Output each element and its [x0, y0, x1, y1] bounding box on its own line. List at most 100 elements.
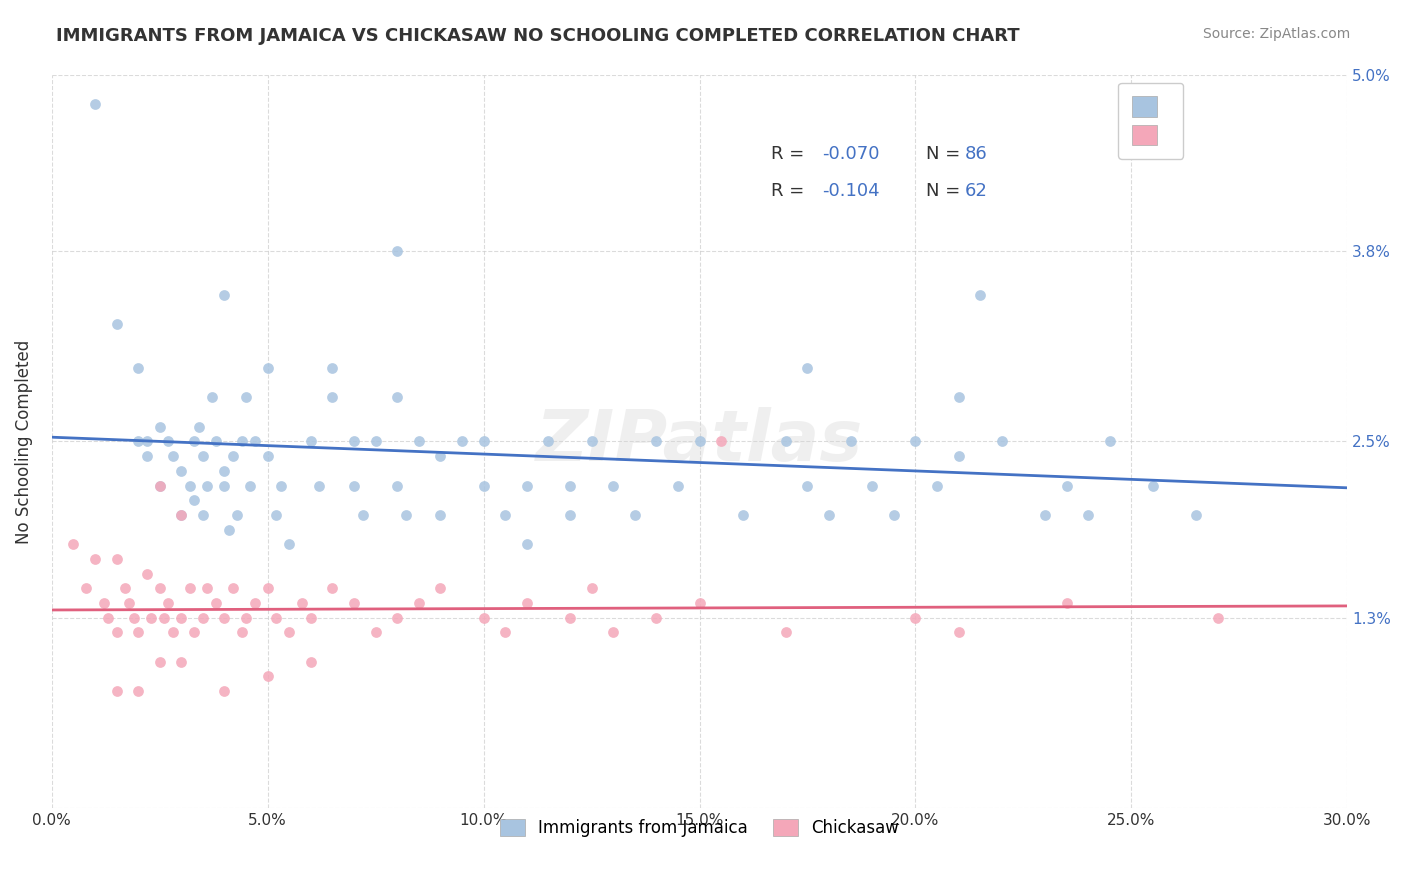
Point	[149, 655, 172, 669]
Point	[839, 434, 862, 449]
Point	[537, 434, 560, 449]
Point	[243, 596, 266, 610]
Point	[266, 508, 288, 522]
Point	[195, 581, 218, 595]
Point	[187, 419, 209, 434]
Point	[387, 610, 409, 624]
Point	[226, 508, 249, 522]
Text: 62: 62	[965, 182, 988, 200]
Point	[214, 610, 236, 624]
Point	[231, 625, 253, 640]
Text: -0.104: -0.104	[823, 182, 880, 200]
Point	[991, 434, 1014, 449]
Point	[689, 596, 711, 610]
Point	[270, 478, 292, 492]
Point	[395, 508, 418, 522]
Text: ZIPatlas: ZIPatlas	[536, 407, 863, 476]
Point	[775, 434, 797, 449]
Point	[602, 478, 624, 492]
Point	[775, 625, 797, 640]
Point	[364, 434, 387, 449]
Point	[235, 391, 257, 405]
Point	[135, 434, 157, 449]
Point	[558, 610, 581, 624]
Point	[387, 244, 409, 258]
Point	[408, 434, 430, 449]
Point	[278, 537, 301, 551]
Point	[645, 610, 668, 624]
Point	[256, 449, 278, 463]
Point	[200, 391, 222, 405]
Point	[1056, 596, 1078, 610]
Point	[472, 434, 495, 449]
Legend: Immigrants from Jamaica, Chickasaw: Immigrants from Jamaica, Chickasaw	[494, 813, 905, 844]
Point	[170, 508, 193, 522]
Point	[105, 625, 128, 640]
Point	[278, 625, 301, 640]
Point	[162, 625, 184, 640]
Y-axis label: No Schooling Completed: No Schooling Completed	[15, 339, 32, 543]
Point	[118, 596, 141, 610]
Point	[343, 478, 366, 492]
Point	[195, 478, 218, 492]
Point	[162, 449, 184, 463]
Point	[93, 596, 115, 610]
Point	[299, 655, 322, 669]
Point	[214, 478, 236, 492]
Point	[883, 508, 905, 522]
Point	[153, 610, 176, 624]
Point	[860, 478, 883, 492]
Point	[472, 610, 495, 624]
Point	[1056, 478, 1078, 492]
Point	[472, 478, 495, 492]
Point	[157, 434, 180, 449]
Point	[925, 478, 948, 492]
Point	[516, 478, 538, 492]
Point	[114, 581, 136, 595]
Point	[299, 610, 322, 624]
Point	[256, 581, 278, 595]
Point	[387, 391, 409, 405]
Point	[256, 361, 278, 376]
Point	[818, 508, 841, 522]
Point	[429, 581, 451, 595]
Point	[494, 625, 516, 640]
Point	[494, 508, 516, 522]
Point	[710, 434, 733, 449]
Text: N =: N =	[927, 182, 966, 200]
Point	[135, 449, 157, 463]
Point	[666, 478, 689, 492]
Point	[429, 449, 451, 463]
Point	[75, 581, 97, 595]
Point	[364, 625, 387, 640]
Point	[558, 508, 581, 522]
Text: R =: R =	[770, 182, 810, 200]
Point	[214, 684, 236, 698]
Point	[1033, 508, 1056, 522]
Point	[235, 610, 257, 624]
Point	[581, 581, 603, 595]
Point	[183, 493, 205, 508]
Point	[948, 625, 970, 640]
Point	[105, 552, 128, 566]
Point	[222, 449, 245, 463]
Point	[139, 610, 162, 624]
Point	[1142, 478, 1164, 492]
Point	[84, 96, 107, 111]
Point	[135, 566, 157, 581]
Point	[602, 625, 624, 640]
Point	[256, 669, 278, 683]
Point	[191, 610, 214, 624]
Point	[243, 434, 266, 449]
Point	[387, 478, 409, 492]
Point	[796, 361, 818, 376]
Point	[170, 610, 193, 624]
Point	[969, 287, 991, 301]
Point	[1098, 434, 1121, 449]
Point	[429, 508, 451, 522]
Point	[170, 464, 193, 478]
Text: IMMIGRANTS FROM JAMAICA VS CHICKASAW NO SCHOOLING COMPLETED CORRELATION CHART: IMMIGRANTS FROM JAMAICA VS CHICKASAW NO …	[56, 27, 1019, 45]
Point	[516, 537, 538, 551]
Point	[581, 434, 603, 449]
Point	[183, 434, 205, 449]
